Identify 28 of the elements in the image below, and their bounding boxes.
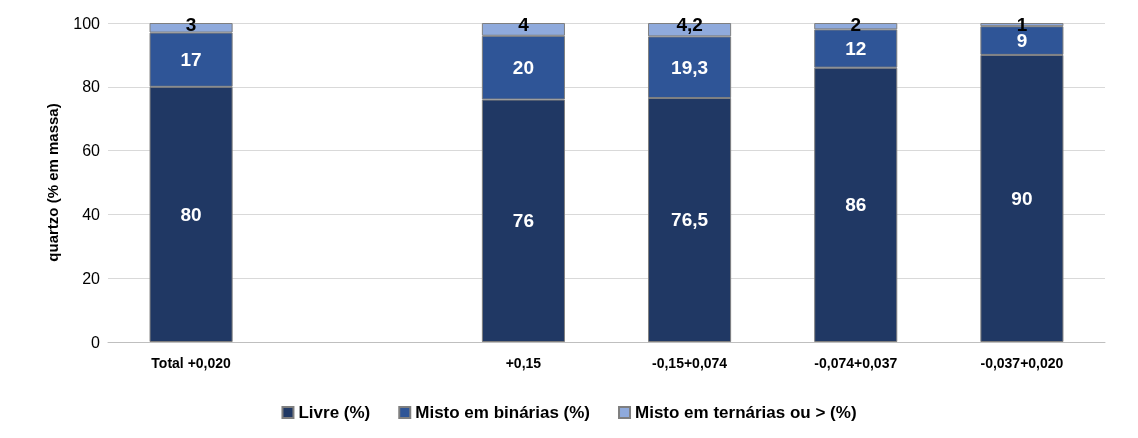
y-tick-label: 80 bbox=[82, 78, 101, 96]
legend-label: Misto em ternárias ou > (%) bbox=[635, 403, 857, 422]
data-label: 76 bbox=[512, 210, 534, 232]
data-label: 12 bbox=[845, 38, 867, 60]
y-tick-label: 100 bbox=[73, 14, 101, 32]
legend-label: Livre (%) bbox=[298, 403, 371, 422]
data-label: 4 bbox=[518, 14, 530, 35]
legend-label: Misto em binárias (%) bbox=[415, 403, 591, 422]
x-tick-label: +0,15 bbox=[505, 355, 542, 371]
data-label: 19,3 bbox=[671, 56, 709, 78]
data-label: 80 bbox=[180, 203, 202, 225]
x-tick-label: Total +0,020 bbox=[151, 355, 232, 371]
data-label: 2 bbox=[850, 14, 862, 35]
data-label: 86 bbox=[845, 194, 867, 216]
data-label: 20 bbox=[512, 57, 534, 79]
x-tick-label: -0,037+0,020 bbox=[980, 355, 1064, 371]
data-label: 90 bbox=[1011, 187, 1033, 209]
data-label: 3 bbox=[185, 14, 197, 35]
data-label: 76,5 bbox=[671, 209, 709, 231]
x-tick-label: -0,074+0,037 bbox=[814, 355, 898, 371]
data-label: 17 bbox=[180, 49, 202, 71]
x-tick-label: -0,15+0,074 bbox=[652, 355, 728, 371]
y-tick-label: 60 bbox=[82, 142, 101, 160]
y-tick-label: 40 bbox=[82, 205, 101, 223]
y-tick-label: 0 bbox=[91, 333, 101, 351]
y-tick-label: 20 bbox=[82, 269, 101, 287]
data-label: 4,2 bbox=[676, 14, 703, 35]
y-axis-title: quartzo (% em massa) bbox=[44, 103, 61, 262]
